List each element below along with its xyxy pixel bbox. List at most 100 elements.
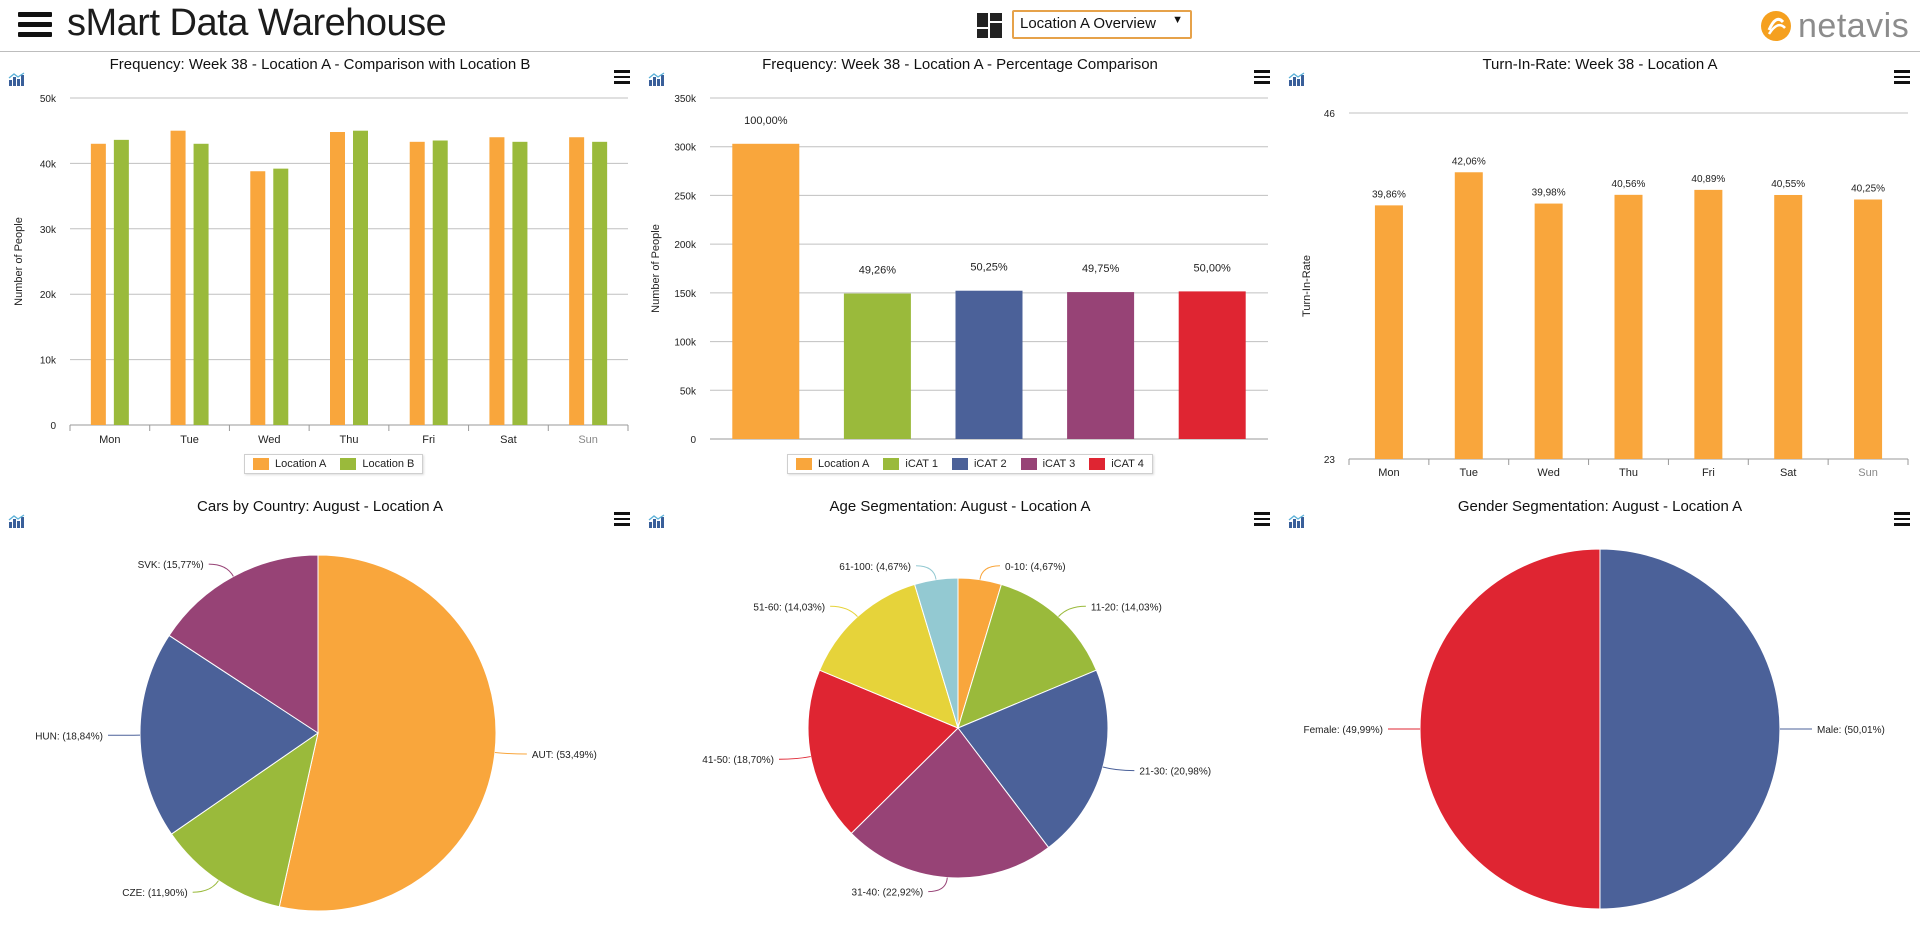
chart-canvas: 0-10: (4,67%) 11-20: (14,03%) 21-30: (20,9… bbox=[702, 562, 1211, 899]
bar[interactable] bbox=[250, 171, 266, 425]
pie-slice[interactable] bbox=[139, 634, 319, 835]
bar[interactable] bbox=[732, 143, 800, 439]
slice-label: 61-100: (4,67%) bbox=[839, 562, 911, 573]
y-tick-label: 100k bbox=[674, 338, 697, 349]
dashboard-icon[interactable] bbox=[977, 13, 1002, 38]
y-tick-label: 46 bbox=[1324, 109, 1336, 120]
pie-slice[interactable] bbox=[278, 554, 497, 912]
bar[interactable] bbox=[1614, 194, 1643, 459]
netavis-logo-icon bbox=[1761, 11, 1791, 41]
legend-item[interactable]: iCAT 1 bbox=[883, 458, 938, 470]
pie-slice[interactable] bbox=[1599, 548, 1781, 910]
bar[interactable] bbox=[432, 140, 448, 425]
pie-slice[interactable] bbox=[1419, 548, 1601, 910]
bar[interactable] bbox=[512, 141, 528, 425]
bar[interactable] bbox=[592, 141, 608, 425]
menu-icon[interactable] bbox=[18, 12, 52, 38]
legend-item[interactable]: Location A bbox=[253, 458, 326, 470]
legend-swatch bbox=[883, 458, 900, 470]
bar[interactable] bbox=[170, 130, 186, 425]
x-tick-label: Sat bbox=[500, 434, 517, 446]
chart-menu-icon[interactable] bbox=[1894, 70, 1910, 84]
x-tick-label: Tue bbox=[1460, 467, 1479, 479]
chart-type-icon[interactable] bbox=[8, 72, 25, 86]
bar[interactable] bbox=[1694, 189, 1723, 459]
chart-type-icon[interactable] bbox=[1288, 514, 1305, 528]
bar[interactable] bbox=[353, 130, 368, 425]
chart-canvas: Male: (50,01%) Female: (49,99%) bbox=[1304, 548, 1885, 910]
pie-slice[interactable] bbox=[957, 669, 1109, 849]
legend-label: iCAT 3 bbox=[1042, 458, 1076, 470]
x-tick-label: Fri bbox=[422, 434, 435, 446]
data-label: 49,75% bbox=[1082, 263, 1120, 275]
data-label: 39,86% bbox=[1372, 189, 1406, 200]
chart-menu-icon[interactable] bbox=[614, 512, 630, 526]
bar[interactable] bbox=[1067, 292, 1135, 439]
y-tick-label: 50k bbox=[680, 386, 697, 397]
chart-menu-icon[interactable] bbox=[614, 70, 630, 84]
y-tick-label: 250k bbox=[674, 191, 697, 202]
dashboard-select[interactable]: Location A Overview ▼ bbox=[1012, 10, 1192, 39]
chart-panel-turn-in-rate: Turn-In-Rate: Week 38 - Location A 23 46 Tu… bbox=[1280, 56, 1920, 486]
label-connector bbox=[208, 563, 234, 577]
bar[interactable] bbox=[489, 137, 505, 425]
chart-panel-frequency-comparison: Frequency: Week 38 - Location A - Compar… bbox=[0, 56, 640, 486]
chart-type-icon[interactable] bbox=[648, 514, 665, 528]
legend-item[interactable]: Location A bbox=[796, 458, 869, 470]
chart-title: Cars by Country: August - Location A bbox=[197, 498, 443, 515]
bar[interactable] bbox=[1534, 203, 1563, 459]
bar[interactable] bbox=[955, 290, 1023, 439]
bar[interactable] bbox=[1854, 199, 1883, 460]
x-tick-label: Fri bbox=[1702, 467, 1715, 479]
label-connector bbox=[1058, 605, 1086, 617]
logo-text: netavis bbox=[1798, 6, 1910, 45]
bar[interactable] bbox=[569, 137, 585, 425]
x-tick-label: Wed bbox=[1537, 467, 1559, 479]
legend-swatch bbox=[253, 458, 269, 470]
bar[interactable] bbox=[330, 132, 345, 425]
y-tick-label: 10k bbox=[40, 356, 57, 367]
bar[interactable] bbox=[273, 168, 289, 425]
legend-label: Location A bbox=[275, 458, 327, 470]
bar[interactable] bbox=[409, 141, 425, 425]
bar[interactable] bbox=[193, 143, 209, 425]
pie-slice[interactable] bbox=[818, 583, 959, 729]
legend-item[interactable]: Location B bbox=[340, 458, 414, 470]
bar[interactable] bbox=[1454, 172, 1483, 459]
x-tick-label: Mon bbox=[1378, 467, 1399, 479]
bar[interactable] bbox=[843, 293, 911, 439]
bar[interactable] bbox=[90, 143, 106, 425]
legend-label: iCAT 1 bbox=[905, 458, 938, 470]
label-connector bbox=[928, 877, 948, 893]
slice-label: CZE: (11,90%) bbox=[122, 888, 187, 899]
chart-title: Frequency: Week 38 - Location A - Compar… bbox=[109, 56, 531, 73]
chart-menu-icon[interactable] bbox=[1254, 512, 1270, 526]
bar[interactable] bbox=[1774, 194, 1803, 460]
bar[interactable] bbox=[1374, 205, 1403, 459]
chart-panel-frequency-percentage: Frequency: Week 38 - Location A - Percen… bbox=[640, 56, 1280, 486]
chart-type-icon[interactable] bbox=[8, 514, 25, 528]
pie-slice[interactable] bbox=[807, 669, 959, 835]
pie-slice[interactable] bbox=[913, 577, 959, 729]
pie-slice[interactable] bbox=[850, 727, 1050, 879]
pie-slice[interactable] bbox=[957, 583, 1098, 729]
chart-menu-icon[interactable] bbox=[1254, 70, 1270, 84]
legend-swatch bbox=[951, 458, 968, 470]
legend-item[interactable]: iCAT 3 bbox=[1020, 458, 1076, 470]
pie-slice[interactable] bbox=[168, 554, 319, 734]
label-connector bbox=[916, 565, 937, 580]
bar[interactable] bbox=[1178, 291, 1246, 439]
data-label: 40,56% bbox=[1612, 179, 1646, 190]
legend-item[interactable]: iCAT 2 bbox=[951, 458, 1007, 470]
bar[interactable] bbox=[113, 139, 129, 425]
legend-item[interactable]: iCAT 4 bbox=[1089, 458, 1144, 470]
legend-swatch bbox=[340, 458, 357, 470]
chart-menu-icon[interactable] bbox=[1894, 512, 1910, 526]
chart-type-icon[interactable] bbox=[1288, 72, 1305, 86]
label-connector bbox=[830, 605, 858, 617]
slice-label: 31-40: (22,92%) bbox=[852, 888, 924, 899]
y-tick-label: 350k bbox=[674, 94, 697, 105]
data-label: 40,89% bbox=[1691, 174, 1725, 185]
chart-title: Frequency: Week 38 - Location A - Percen… bbox=[762, 56, 1158, 73]
chart-type-icon[interactable] bbox=[648, 72, 665, 86]
